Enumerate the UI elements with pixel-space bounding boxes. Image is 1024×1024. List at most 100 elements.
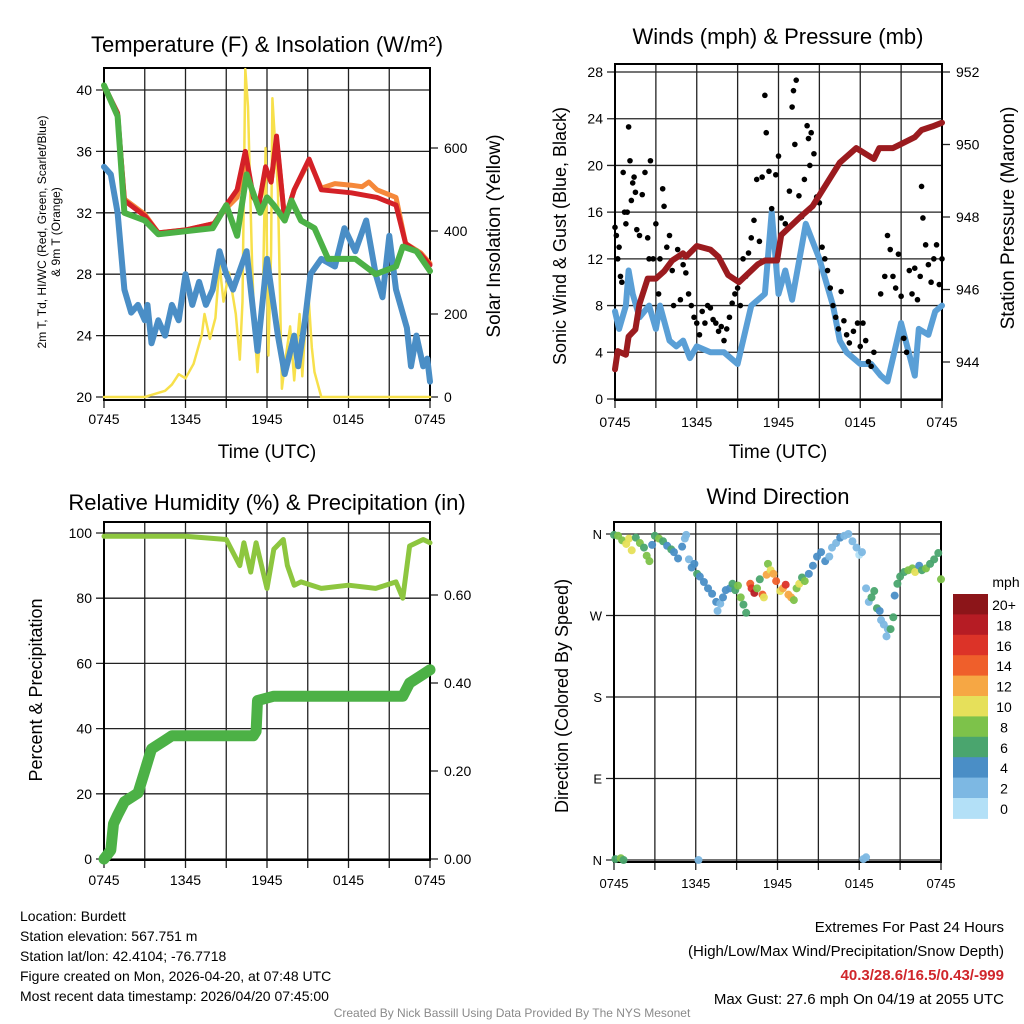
plot-frame — [613, 521, 942, 863]
wind-direction-point — [708, 589, 717, 598]
wind-direction-point — [789, 596, 798, 605]
y-tick-label: 20 — [76, 786, 92, 802]
y-tick-label: 80 — [76, 590, 92, 606]
gust-point — [808, 129, 814, 136]
gust-point — [827, 285, 834, 291]
gust-point — [903, 349, 910, 356]
y-tick-label: 20 — [587, 157, 603, 173]
x-tick-label: 1945 — [251, 411, 282, 427]
colorbar-label: 10 — [996, 699, 1012, 715]
y-axis-label: Sonic Wind & Gust (Blue, Black) — [550, 107, 570, 365]
colorbar-label: 2 — [1000, 781, 1008, 797]
gust-point — [634, 226, 640, 233]
gust-point — [693, 320, 700, 326]
wind-direction-point — [684, 555, 693, 564]
y-right-tick-label: 600 — [444, 140, 468, 156]
wind-direction-point — [937, 575, 945, 584]
y-right-tick-label: 0.20 — [444, 763, 471, 779]
gust-point — [920, 215, 926, 221]
colorbar-swatch — [953, 777, 988, 799]
y-tick-label: 24 — [587, 111, 603, 127]
wind-direction-point — [817, 548, 826, 557]
gust-point — [657, 256, 663, 262]
wind-direction-point — [852, 543, 861, 552]
gust-point — [748, 235, 755, 241]
gust-point — [931, 256, 937, 262]
colorbar-label: 0 — [1000, 801, 1008, 817]
credit-line: Created By Nick Bassill Using Data Provi… — [333, 1006, 691, 1020]
gust-point — [884, 232, 891, 239]
y-tick-label: 4 — [595, 344, 603, 360]
gust-point — [613, 232, 620, 239]
gust-point — [718, 323, 725, 330]
plot-frame — [103, 521, 431, 861]
wind-direction-point — [763, 559, 772, 568]
wind-direction-point — [645, 557, 654, 566]
wind-direction-point — [674, 554, 683, 563]
gust-point — [659, 185, 666, 192]
y-right-tick-label: 948 — [956, 209, 980, 225]
wind-chill-line — [101, 163, 433, 385]
x-axis-label: Time (UTC) — [218, 442, 317, 463]
x-tick-label: 0745 — [600, 876, 629, 891]
chart-panel-3: Relative Humidity (%) & Precipitation (i… — [26, 490, 471, 888]
extremes-subtitle: (High/Low/Max Wind/Precipitation/Snow De… — [688, 943, 1004, 960]
gust-point — [756, 238, 763, 245]
wind-direction-point — [619, 856, 628, 864]
gust-point — [726, 314, 733, 321]
wind-direction-point — [631, 533, 640, 542]
gust-point — [838, 288, 844, 295]
wind-direction-point — [739, 600, 748, 609]
chart-title: Wind Direction — [706, 484, 849, 509]
gust-point — [887, 246, 894, 253]
y-tick-label: S — [593, 690, 602, 705]
y-tick-label: E — [593, 772, 602, 787]
y-tick-label: 40 — [76, 721, 92, 737]
x-tick-label: 0745 — [927, 876, 956, 891]
gust-point — [624, 209, 631, 215]
wind-direction-point — [825, 552, 834, 561]
gust-point — [862, 337, 869, 344]
gust-point — [911, 265, 918, 272]
gust-point — [832, 314, 839, 321]
wind-direction-point — [736, 593, 745, 602]
gust-point — [762, 92, 768, 99]
gust-point — [737, 302, 744, 309]
x-tick-label: 1345 — [170, 411, 201, 427]
station-elevation: Station elevation: 567.751 m — [20, 928, 198, 944]
gust-point — [763, 129, 770, 136]
gust-point — [740, 256, 746, 262]
gust-point — [707, 305, 714, 311]
gust-point — [642, 169, 648, 176]
gust-point — [623, 221, 629, 227]
gust-point — [650, 256, 656, 262]
gust-point — [721, 337, 727, 344]
gust-point — [854, 320, 861, 326]
y-tick-label: 0 — [595, 391, 603, 407]
x-tick-label: 0745 — [88, 872, 119, 888]
gust-point — [685, 291, 692, 297]
x-tick-label: 0745 — [599, 414, 630, 430]
gust-point — [674, 246, 681, 253]
colorbar-label: 16 — [996, 638, 1012, 654]
wind-direction-point — [875, 606, 884, 615]
gust-point — [909, 291, 915, 297]
plot-frame — [614, 63, 943, 401]
wind-direction-point — [804, 569, 813, 578]
x-tick-label: 0145 — [333, 411, 364, 427]
gust-point — [830, 302, 836, 309]
gust-point — [715, 328, 722, 335]
gust-point — [906, 267, 913, 274]
y-right-tick-label: 946 — [956, 282, 980, 298]
gust-point — [614, 256, 621, 262]
gust-point — [688, 302, 695, 309]
gust-point — [881, 273, 888, 280]
wind-direction-point — [848, 537, 857, 546]
y-tick-label: 8 — [595, 298, 603, 314]
wind-direction-point — [857, 548, 866, 557]
wind-direction-point — [882, 632, 891, 641]
x-tick-label: 1345 — [170, 872, 201, 888]
wind-direction-point — [911, 568, 920, 577]
wind-direction-point — [690, 559, 699, 568]
